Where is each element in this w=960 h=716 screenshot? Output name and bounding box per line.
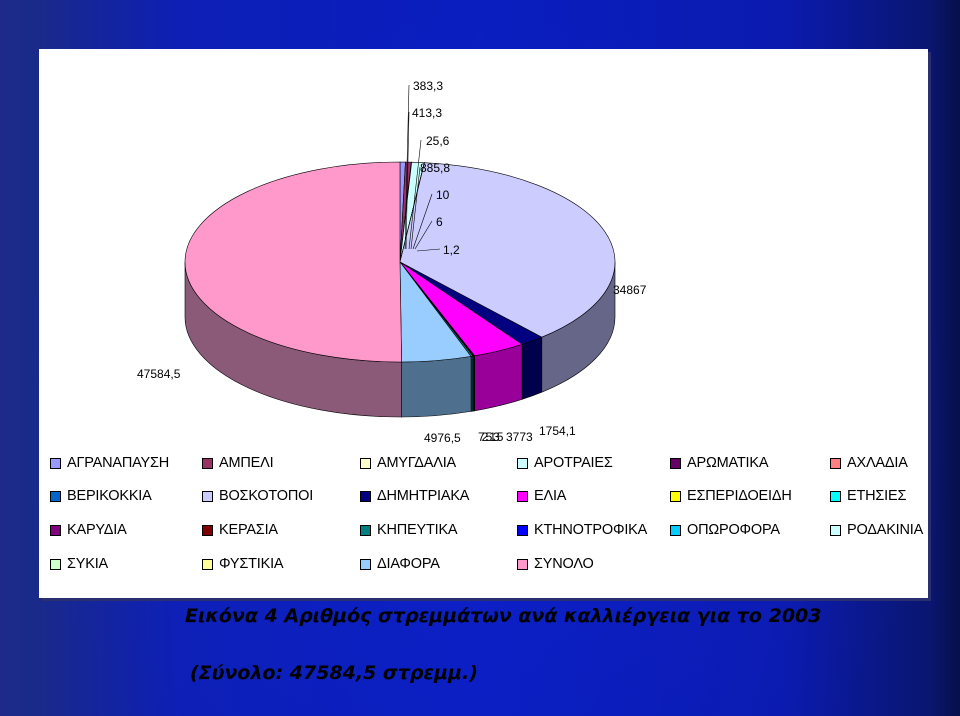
legend-label: ΡΟΔΑΚΙΝΙΑ [847, 522, 924, 538]
pie-slice-side [521, 336, 543, 400]
data-label: 6 [436, 215, 443, 229]
data-label: 1,2 [443, 243, 460, 257]
legend-swatch [517, 558, 528, 570]
legend-item: ΔΗΜΗΤΡΙΑΚΑ [360, 487, 469, 505]
data-label: 10 [436, 188, 450, 202]
legend-label: ΑΡΩΜΑΤΙΚΑ [687, 455, 769, 471]
leader-line [404, 84, 410, 250]
leader-line [414, 220, 433, 250]
legend-item: ΚΗΠΕΥΤΙΚΑ [360, 521, 458, 539]
legend-label: ΔΗΜΗΤΡΙΑΚΑ [377, 488, 470, 504]
legend-item: ΑΜΥΓΔΑΛΙΑ [360, 454, 456, 472]
legend-swatch [670, 524, 681, 536]
legend-swatch [670, 457, 681, 469]
legend-swatch [830, 490, 841, 502]
legend-label: ΚΕΡΑΣΙΑ [219, 522, 278, 538]
legend-label: ΒΕΡΙΚΟΚΚΙΑ [67, 488, 152, 504]
legend-swatch [202, 558, 213, 570]
legend-swatch [517, 457, 528, 469]
data-label: 4976,5 [424, 431, 461, 445]
pie-slice [184, 161, 402, 363]
pie-label-group: 383,3 413,3 25,6 885,8 10 61,2 34867 1754,1 3773… [137, 79, 647, 445]
legend-label: ΑΧΛΑΔΙΑ [847, 455, 908, 471]
legend-item: ΟΠΩΡΟΦΟΡΑ [670, 521, 780, 539]
chart-area: 383,3 413,3 25,6 885,8 10 6 1,2 34867 1754,1 3773… [39, 49, 928, 598]
legend-label: ΦΥΣΤΙΚΙΑ [219, 556, 284, 572]
legend-item: ΒΕΡΙΚΟΚΚΙΑ [50, 487, 152, 505]
figure-caption: Εικόνα 4 Αριθμός στρεμμάτων ανά καλλιέργ… [185, 605, 822, 627]
legend-label: ΕΣΠΕΡΙΔΟΕΙΔΗ [687, 488, 792, 504]
legend-item: ΕΤΗΣΙΕΣ [830, 487, 906, 505]
legend-swatch [50, 524, 61, 536]
legend-swatch [830, 457, 841, 469]
legend-item: ΡΟΔΑΚΙΝΙΑ [830, 521, 923, 539]
data-label: 34867 [613, 283, 647, 297]
legend-swatch [360, 490, 371, 502]
legend-swatch [202, 457, 213, 469]
data-label: 383,3 [413, 79, 443, 93]
pie-slice-side [401, 356, 472, 418]
legend-label: ΕΤΗΣΙΕΣ [847, 488, 907, 504]
data-label: 47584,5 [137, 367, 181, 381]
overlapping-data-labels: 72 5135 [478, 430, 504, 444]
legend-item: ΣΥΝΟΛΟ [517, 555, 594, 573]
legend-item: ΣΥΚΙΑ [50, 555, 108, 573]
legend-item: ΑΧΛΑΔΙΑ [830, 454, 908, 472]
leader-line [410, 166, 421, 250]
pie-top-group [184, 161, 616, 363]
legend-item: ΑΜΠΕΛΙ [202, 454, 274, 472]
legend-label: ΚΗΠΕΥΤΙΚΑ [377, 522, 458, 538]
legend-item: ΑΡΩΜΑΤΙΚΑ [670, 454, 768, 472]
legend-item: ΒΟΣΚΟΤΟΠΟΙ [202, 487, 313, 505]
legend-item: ΑΡΟΤΡΑΙΕΣ [517, 454, 613, 472]
data-label: 3773 [506, 430, 533, 444]
pie-chart: 383,3 413,3 25,6 885,8 10 61,2 34867 1754,1 3773… [137, 79, 647, 445]
legend-swatch [517, 524, 528, 536]
figure-subcaption: (Σύνολο: 47584,5 στρεμμ.) [190, 662, 478, 684]
legend-label: ΟΠΩΡΟΦΟΡΑ [687, 522, 780, 538]
data-label: 413,3 [412, 106, 442, 120]
leader-line [412, 193, 433, 250]
pie-slice [399, 162, 616, 338]
data-label: 885,8 [420, 161, 450, 175]
legend-item: ΕΣΠΕΡΙΔΟΕΙΔΗ [670, 487, 792, 505]
legend-label: ΣΥΚΙΑ [67, 556, 109, 572]
legend-item: ΕΛΙΑ [517, 487, 566, 505]
legend-swatch [202, 490, 213, 502]
legend-swatch [50, 558, 61, 570]
legend-swatch [50, 490, 61, 502]
leader-line [405, 111, 410, 250]
legend-swatch [670, 490, 681, 502]
legend-swatch [360, 524, 371, 536]
legend-label: ΚΑΡΥΔΙΑ [67, 522, 127, 538]
legend-item: ΑΓΡΑΝΑΠΑΥΣΗ [50, 454, 169, 472]
legend-label: ΑΜΥΓΔΑΛΙΑ [377, 455, 457, 471]
data-label: 1754,1 [539, 424, 576, 438]
leader-line [408, 139, 422, 250]
legend-label: ΚΤΗΝΟΤΡΟΦΙΚΑ [534, 522, 648, 538]
legend-label: ΒΟΣΚΟΤΟΠΟΙ [219, 488, 314, 504]
legend-item: ΔΙΑΦΟΡΑ [360, 555, 440, 573]
legend-label: ΣΥΝΟΛΟ [534, 556, 594, 572]
legend-swatch [517, 490, 528, 502]
legend-swatch [50, 457, 61, 469]
legend-item: ΦΥΣΤΙΚΙΑ [202, 555, 284, 573]
legend-item: ΚΤΗΝΟΤΡΟΦΙΚΑ [517, 521, 647, 539]
legend-swatch [202, 524, 213, 536]
data-label: 25,6 [426, 134, 450, 148]
chart-legend: ΑΓΡΑΝΑΠΑΥΣΗ ΑΜΠΕΛΙ ΑΜΥΓΔΑΛΙΑ ΑΡΟΤΡΑΙΕΣ ΑΡΩΜΑ… [50, 454, 930, 584]
legend-label: ΑΡΟΤΡΑΙΕΣ [534, 455, 613, 471]
legend-label: ΑΜΠΕΛΙ [219, 455, 274, 471]
legend-swatch [360, 457, 371, 469]
legend-item: ΚΑΡΥΔΙΑ [50, 521, 127, 539]
legend-swatch [360, 558, 371, 570]
legend-swatch [830, 524, 841, 536]
leader-line [416, 248, 441, 252]
legend-label: ΔΙΑΦΟΡΑ [377, 556, 440, 572]
legend-label: ΕΛΙΑ [534, 488, 567, 504]
legend-label: ΑΓΡΑΝΑΠΑΥΣΗ [67, 455, 170, 471]
legend-item: ΚΕΡΑΣΙΑ [202, 521, 278, 539]
